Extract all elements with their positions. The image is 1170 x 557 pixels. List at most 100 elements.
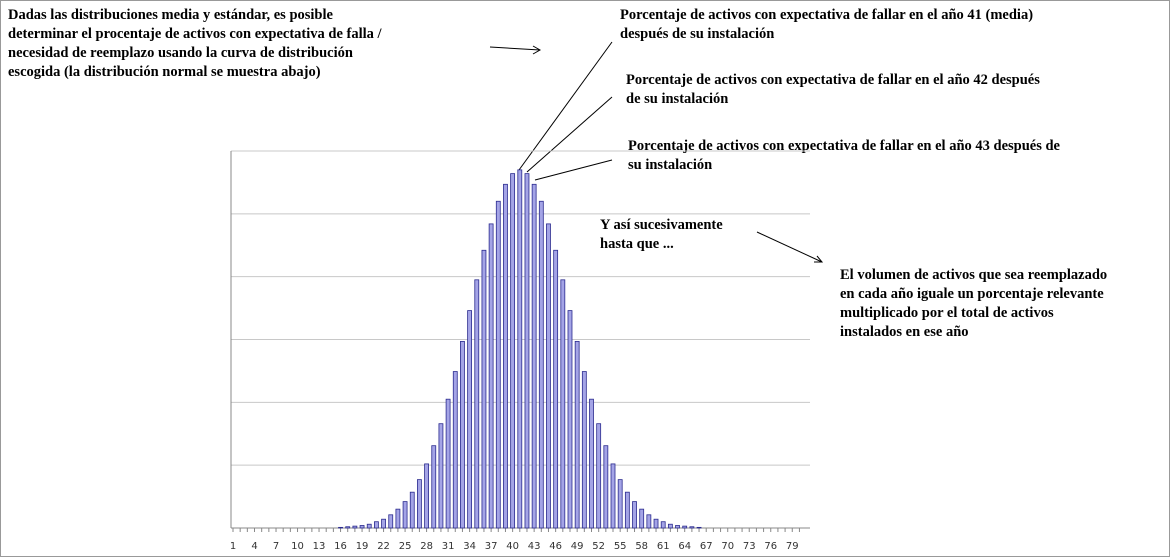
x-tick-label: 64 [678, 541, 691, 552]
arrow [756, 231, 823, 263]
arrow [489, 46, 541, 51]
bar [682, 525, 688, 529]
x-tick-label: 31 [442, 541, 455, 552]
bar [510, 173, 516, 529]
x-tick-label: 70 [721, 541, 734, 552]
bar [460, 340, 465, 529]
bar [610, 463, 616, 529]
bar [445, 398, 451, 529]
bar [624, 491, 630, 529]
annotation-line: necesidad de reemplazo usando la curva d… [8, 45, 353, 61]
bar [366, 523, 372, 529]
annotation-line: instalados en ese año [840, 324, 969, 340]
bar [567, 310, 573, 529]
plot: 1 4 7 10 13 16 19 22 25 28 31 34 37 40 43 46 49 52 55 58 61 6… [230, 150, 810, 552]
bar [524, 173, 530, 529]
bar [474, 279, 480, 529]
x-tick-label: 7 [273, 541, 279, 552]
bar [589, 398, 594, 529]
bar [538, 200, 544, 529]
annotation-line: Dadas las distribuciones media y estánda… [8, 7, 334, 23]
bar [388, 514, 394, 529]
annotation-line: Porcentaje de activos con expectativa de… [626, 72, 1040, 88]
annotation-line: Porcentaje de activos con expectativa de… [620, 7, 1033, 23]
bar [667, 523, 673, 529]
bar [467, 310, 473, 529]
pointer-line [534, 159, 613, 181]
annotation-line: en cada año iguale un porcentaje relevan… [840, 286, 1104, 302]
bar [424, 463, 429, 529]
annotations: Dadas las distribuciones media y estánda… [8, 7, 1107, 340]
x-tick-label: 61 [657, 541, 670, 552]
annotation-line: su instalación [628, 157, 712, 173]
x-tick-label: 58 [635, 541, 648, 552]
annotation-line: escogida (la distribución normal se mues… [8, 64, 321, 80]
bar [452, 371, 458, 529]
arrow-head [532, 45, 542, 55]
annotation-line: determinar el procentaje de activos con … [8, 26, 383, 42]
bar [581, 371, 587, 529]
x-tick-label: 34 [463, 541, 476, 552]
x-tick-label: 40 [506, 541, 519, 552]
bar [639, 508, 645, 529]
x-tick-label: 43 [528, 541, 541, 552]
x-tick-label: 37 [485, 541, 498, 552]
bar [359, 525, 365, 529]
bar [596, 423, 602, 529]
x-tick-label: 55 [614, 541, 627, 552]
bar [381, 518, 386, 529]
bar [373, 521, 379, 529]
x-tick-label: 46 [549, 541, 562, 552]
bar [560, 279, 566, 529]
bar [689, 526, 695, 529]
bar [417, 479, 422, 529]
x-tick-label: 49 [571, 541, 584, 552]
arrow-head [814, 255, 824, 263]
bar [653, 518, 659, 529]
bar [696, 526, 702, 529]
x-tick-label: 67 [700, 541, 713, 552]
bar [438, 423, 444, 529]
bar [531, 183, 537, 529]
bar [632, 501, 637, 529]
x-tick-label: 4 [251, 541, 257, 552]
bar [481, 249, 487, 529]
bar [352, 525, 358, 529]
x-tick-label: 28 [420, 541, 433, 552]
bar [617, 479, 623, 529]
x-tick-label: 10 [291, 541, 304, 552]
annotation-line: Porcentaje de activos con expectativa de… [628, 138, 1061, 154]
annotation-line: de su instalación [626, 91, 728, 107]
x-tick-label: 22 [377, 541, 390, 552]
bar [402, 501, 408, 529]
bar [646, 514, 652, 529]
bar [431, 445, 437, 529]
annotation-line: El volumen de activos que sea reemplazad… [840, 267, 1107, 283]
annotation-line: multiplicado por el total de activos [840, 305, 1054, 321]
bar [395, 508, 401, 529]
pointer-line [526, 96, 613, 173]
bar [409, 491, 415, 529]
x-tick-label: 76 [764, 541, 777, 552]
x-tick-label: 19 [356, 541, 369, 552]
bar [503, 183, 508, 529]
x-tick-label: 13 [313, 541, 326, 552]
x-tick-label: 1 [230, 541, 236, 552]
bar [338, 526, 343, 529]
bar [495, 200, 501, 529]
annotation-line: Y así sucesivamente [600, 217, 723, 233]
bar [345, 526, 351, 529]
bar [675, 525, 680, 529]
arrows [489, 41, 824, 263]
x-tick-label: 25 [399, 541, 412, 552]
bar [574, 340, 580, 529]
annotation-line: después de su instalación [620, 26, 774, 42]
x-tick-label: 79 [786, 541, 799, 552]
bar [553, 249, 559, 529]
x-tick-label: 52 [592, 541, 605, 552]
bar [546, 223, 551, 529]
annotation-line: hasta que ... [600, 236, 674, 252]
bar [603, 445, 609, 529]
